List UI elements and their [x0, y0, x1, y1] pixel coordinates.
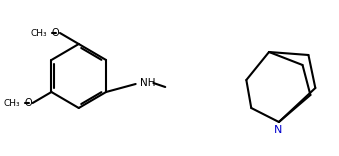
Text: O: O: [24, 98, 32, 108]
Text: N: N: [274, 125, 282, 135]
Text: O: O: [52, 28, 59, 38]
Text: NH: NH: [140, 78, 155, 88]
Text: CH₃: CH₃: [3, 98, 20, 107]
Text: CH₃: CH₃: [31, 29, 47, 37]
